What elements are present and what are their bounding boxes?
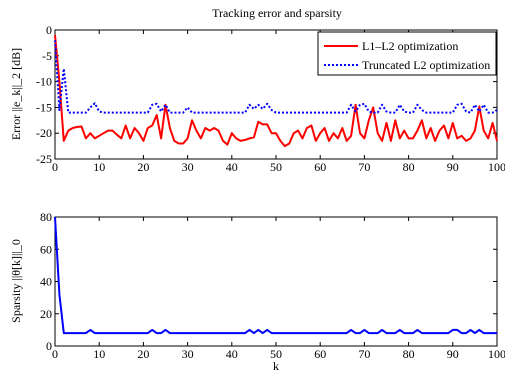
y-tick-label: 60 [40,242,52,256]
x-tick-label: 30 [182,160,194,174]
x-tick-label: 50 [270,347,282,361]
x-tick-label: 60 [314,347,326,361]
sparsity-chart: 0 10 20 30 40 50 60 70 80 90 100 0 20 40 60 80 Sparsity… [9,210,505,373]
x-tick-label: 10 [93,160,105,174]
x-tick-label: 20 [137,160,149,174]
legend-label-l1l2: L1–L2 optimization [362,39,458,53]
x-tick-label: 80 [403,160,415,174]
sparsity-plot-area [54,216,498,347]
y-tick-label: -25 [36,152,52,166]
x-tick-label: 30 [182,347,194,361]
x-tick-label: 70 [358,160,370,174]
series-line-0-0 [54,35,498,148]
y-tick-label: 20 [40,307,52,321]
x-tick-label: 60 [314,160,326,174]
error-y-axis-label: Error ||e_k||_2 [dB] [9,48,23,140]
y-tick-label: 80 [40,210,52,224]
sparsity-axis-ticks: 0 10 20 30 40 50 60 70 80 90 100 0 20 40 60 80 [40,210,505,361]
y-tick-label: 40 [40,275,52,289]
x-tick-label: 70 [358,347,370,361]
sparsity-x-axis-label: k [273,359,279,373]
x-tick-label: 40 [226,160,238,174]
y-tick-label: -5 [42,49,52,63]
error-axis-ticks: 0 10 20 30 40 50 60 70 80 90 100 -25 -20 -15 -10 -5 0 [36,23,505,174]
series-line-1-0 [54,216,497,335]
y-tick-label: -15 [36,100,52,114]
series-line-0-1 [54,40,498,114]
x-tick-label: 0 [52,160,58,174]
error-chart: 0 10 20 30 40 50 60 70 80 90 100 -25 -20 -15 -10 -5 0 Er… [9,23,505,174]
y-tick-label: -10 [36,75,52,89]
legend-box [317,31,497,76]
x-tick-label: 20 [137,347,149,361]
x-tick-label: 80 [403,347,415,361]
chart-title: Tracking error and sparsity [212,6,342,20]
x-tick-label: 90 [447,160,459,174]
error-series-lines [54,35,498,148]
y-tick-label: 0 [46,339,52,353]
x-tick-label: 100 [488,347,505,361]
x-tick-label: 10 [93,347,105,361]
x-tick-label: 50 [270,160,282,174]
y-tick-label: -20 [36,126,52,140]
sparsity-y-axis-label: Sparsity ||θ[k]||_0 [9,239,23,323]
legend: L1–L2 optimization Truncated L2 optimiza… [317,31,497,76]
sparsity-series-lines [54,216,497,335]
legend-label-truncated: Truncated L2 optimization [362,58,490,72]
x-tick-label: 90 [447,347,459,361]
y-tick-label: 0 [46,23,52,37]
x-tick-label: 40 [226,347,238,361]
x-tick-label: 0 [52,347,58,361]
x-tick-label: 100 [488,160,505,174]
